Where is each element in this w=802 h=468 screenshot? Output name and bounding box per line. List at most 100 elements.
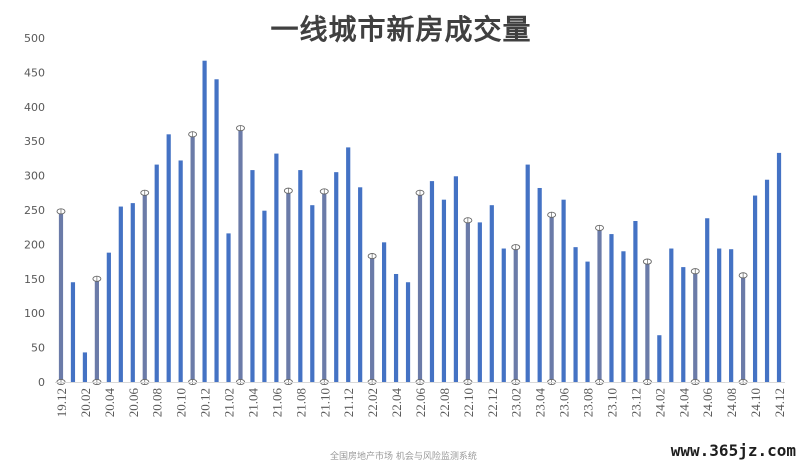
source-note: 全国房地产市场 机会与风险监测系统 [330,452,477,462]
x-tick-label: 20.02 [78,388,93,417]
bar [106,252,111,382]
y-tick-label: 0 [38,376,45,389]
x-tick-label: 20.10 [174,388,189,417]
bar [202,60,207,382]
bar [154,164,159,382]
y-tick-label: 100 [24,307,45,320]
bar [334,172,339,382]
x-tick-label: 20.06 [126,388,141,418]
bar [250,170,255,382]
bar [358,187,363,382]
bar [693,271,698,382]
bar [621,251,626,382]
x-tick-label: 21.12 [341,388,356,417]
bar [226,233,231,382]
x-tick-label: 20.12 [198,388,213,417]
bar [597,227,602,382]
bar [286,190,291,382]
x-tick-label: 22.12 [485,388,500,417]
y-tick-label: 200 [24,238,45,251]
bar [764,179,770,382]
bar [729,249,734,382]
bar [310,205,315,382]
bar [130,203,135,382]
x-tick-label: 23.10 [604,388,619,417]
bar [190,134,195,382]
bar [513,247,518,382]
bar [776,152,782,382]
bar [381,242,387,382]
bar [705,218,710,382]
x-tick-label: 21.02 [222,388,237,417]
bar [82,352,88,382]
bar [465,220,470,382]
bar [752,195,758,382]
watermark: www.365jz.com [670,441,796,460]
bar [453,176,459,382]
bar [214,79,219,382]
bar [298,170,303,382]
bar [717,248,722,382]
bar [262,210,267,382]
bar [489,205,494,382]
x-tick-label: 21.06 [269,388,284,418]
x-tick-label: 19.12 [54,388,69,417]
bar [501,248,506,382]
y-tick-label: 400 [24,101,45,114]
bar [609,234,614,382]
x-tick-label: 23.12 [628,388,643,417]
x-tick-label: 20.08 [150,388,165,417]
x-tick-label: 20.04 [102,388,117,418]
bar [70,282,76,382]
bar [178,160,183,382]
x-tick-label: 22.02 [365,388,380,417]
x-tick-label: 22.08 [437,388,452,417]
bar [681,267,686,382]
x-tick-label: 21.04 [245,388,260,418]
y-tick-label: 250 [24,204,45,217]
bar [346,147,351,382]
bar [94,278,99,382]
bar [417,192,423,382]
x-tick-label: 22.06 [413,388,428,418]
chart-title: 一线城市新房成交量 [270,13,532,46]
y-tick-label: 50 [31,342,45,355]
x-tick-label: 22.04 [389,388,404,418]
x-tick-label: 23.06 [557,388,572,418]
bar [58,211,64,382]
y-tick-label: 150 [24,273,45,286]
x-tick-label: 21.08 [293,388,308,417]
bar [573,247,578,382]
bar [393,273,399,382]
y-tick-label: 350 [24,135,45,148]
highlight-markers [56,125,748,386]
bar [669,248,674,382]
x-tick-label: 24.06 [700,388,715,418]
bar [525,164,530,382]
x-tick-label: 22.10 [461,388,476,417]
bar [274,153,279,382]
bar [585,261,590,382]
x-tick-label: 24.08 [724,388,739,417]
bar [142,192,147,382]
bar [549,214,554,382]
bar [118,206,123,382]
x-tick-label: 24.02 [652,388,667,417]
bar [561,199,566,382]
bar-series [58,60,782,382]
y-tick-label: 500 [24,32,45,45]
bar [370,256,375,382]
bar [741,275,746,382]
bar [166,134,171,382]
bar [633,221,638,382]
y-tick-label: 300 [24,170,45,183]
x-tick-label: 24.10 [748,388,763,417]
bar [322,191,327,382]
x-tick-label: 23.08 [581,388,596,417]
bar [441,199,447,382]
bar [477,222,482,382]
x-tick-label: 21.10 [317,388,332,417]
bar [405,282,411,382]
x-axis: 19.12 20.02 20.04 20.06 20.08 20.10 20.12 21.02… [54,382,787,418]
